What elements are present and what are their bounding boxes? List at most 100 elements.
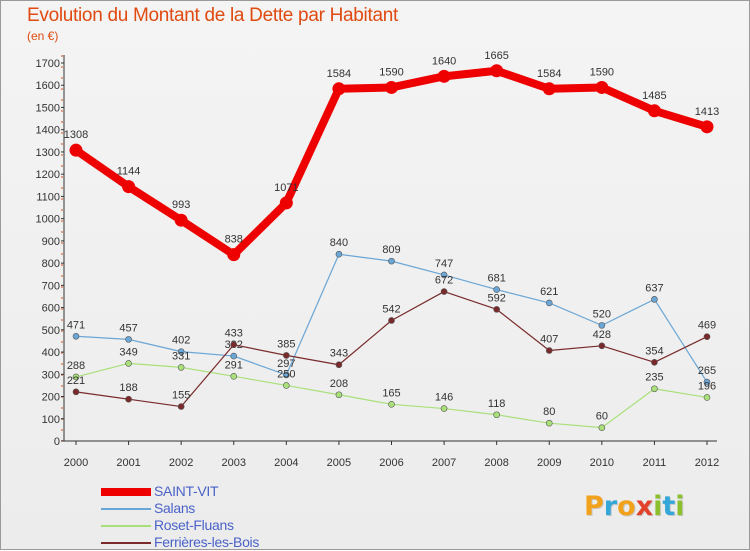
data-label-roset-fluans: 349: [119, 346, 137, 358]
y-unit-label: (en €): [27, 29, 59, 43]
logo-letter: o: [617, 491, 636, 522]
x-tick-label: 2001: [116, 457, 140, 469]
data-label-ferri-res-les-bois: 188: [119, 382, 137, 394]
data-label-roset-fluans: 291: [225, 359, 243, 371]
data-point-roset-fluans: [703, 394, 711, 401]
y-tick-label: 1600: [36, 80, 60, 92]
data-point-saint-vit: [595, 80, 609, 94]
logo-letter: x: [635, 491, 654, 522]
data-label-saint-vit: 993: [172, 199, 190, 211]
x-tick-label: 2009: [537, 457, 561, 469]
data-label-ferri-res-les-bois: 221: [67, 375, 85, 387]
series-line-saint-vit: [73, 66, 709, 259]
data-label-saint-vit: 1308: [64, 129, 88, 141]
data-label-saint-vit: 1413: [695, 106, 719, 118]
data-point-saint-vit: [437, 69, 451, 83]
data-point-saint-vit: [332, 82, 346, 96]
y-tick-label: 800: [42, 258, 60, 270]
data-label-ferri-res-les-bois: 542: [382, 303, 400, 315]
data-point-ferri-res-les-bois: [598, 342, 606, 350]
data-point-saint-vit: [700, 120, 714, 134]
x-tick-label: 2004: [274, 457, 298, 469]
data-point-saint-vit: [647, 104, 661, 118]
data-label-saint-vit: 1485: [642, 90, 666, 102]
data-label-saint-vit: 1584: [537, 68, 561, 80]
data-label-roset-fluans: 165: [382, 387, 400, 399]
logo-letter: i: [653, 491, 663, 522]
data-label-ferri-res-les-bois: 433: [225, 328, 243, 340]
data-point-ferri-res-les-bois: [72, 388, 80, 396]
x-tick-label: 2000: [64, 457, 88, 469]
data-label-roset-fluans: 118: [488, 398, 506, 410]
data-label-roset-fluans: 250: [277, 368, 295, 380]
y-tick-label: 700: [42, 280, 60, 292]
y-tick-label: 1000: [36, 214, 60, 226]
data-point-saint-vit: [490, 64, 504, 78]
data-label-ferri-res-les-bois: 343: [330, 348, 348, 360]
data-point-roset-fluans: [230, 372, 238, 380]
proxiti-logo: Proxiti: [584, 491, 685, 522]
data-label-salans: 809: [382, 244, 400, 256]
data-point-roset-fluans: [388, 401, 395, 408]
data-point-roset-fluans: [283, 382, 290, 389]
x-tick-label: 2002: [169, 457, 193, 469]
legend-label: Salans: [154, 500, 196, 516]
data-point-saint-vit: [69, 143, 83, 157]
data-point-saint-vit: [279, 196, 293, 210]
data-point-ferri-res-les-bois: [493, 306, 500, 313]
legend-swatch: [101, 508, 151, 510]
x-tick-label: 2012: [695, 457, 719, 469]
data-point-roset-fluans: [440, 405, 448, 412]
y-tick-label: 100: [42, 414, 60, 426]
data-point-salans: [72, 332, 80, 340]
logo-letter: i: [675, 491, 685, 522]
data-point-salans: [703, 378, 711, 386]
data-label-roset-fluans: 331: [172, 350, 190, 362]
logo-letter: r: [603, 491, 618, 522]
data-label-saint-vit: 838: [225, 234, 243, 246]
data-label-roset-fluans: 235: [645, 372, 663, 384]
y-tick-label: 600: [42, 303, 60, 315]
data-point-salans: [230, 352, 238, 360]
data-point-roset-fluans: [177, 364, 185, 371]
data-label-salans: 681: [487, 273, 505, 285]
data-point-ferri-res-les-bois: [177, 403, 185, 410]
y-tick-label: 1300: [36, 147, 60, 159]
y-tick-label: 300: [42, 369, 60, 381]
data-point-ferri-res-les-bois: [125, 395, 132, 403]
y-tick-label: 1200: [36, 169, 60, 181]
data-point-salans: [651, 296, 658, 303]
y-tick-label: 900: [42, 236, 60, 248]
data-label-roset-fluans: 80: [543, 406, 555, 418]
data-label-salans: 637: [645, 282, 663, 294]
data-label-ferri-res-les-bois: 469: [698, 320, 716, 332]
data-point-ferri-res-les-bois: [335, 361, 343, 369]
legend-swatch: [101, 488, 151, 496]
data-point-ferri-res-les-bois: [283, 352, 290, 359]
data-label-roset-fluans: 208: [330, 378, 348, 390]
legend-label: Ferrières-les-Bois: [154, 534, 260, 550]
data-label-roset-fluans: 196: [698, 380, 716, 392]
data-point-salans: [283, 371, 290, 379]
x-tick-label: 2008: [484, 457, 508, 469]
line-chart: 0 100 200 300 400 500 600 700 800 900 1000 1100 1200…: [36, 50, 720, 469]
data-label-salans: 402: [172, 335, 190, 347]
data-point-salans: [125, 336, 132, 343]
data-label-saint-vit: 1590: [379, 66, 403, 78]
y-tick-label: 200: [42, 392, 60, 404]
data-point-salans: [493, 286, 500, 293]
y-tick-label: 500: [42, 325, 60, 337]
y-tick-label: 1700: [36, 58, 60, 70]
data-point-salans: [440, 271, 448, 279]
data-label-ferri-res-les-bois: 155: [172, 390, 190, 402]
data-point-saint-vit: [227, 248, 241, 262]
data-label-salans: 297: [277, 358, 295, 370]
data-point-ferri-res-les-bois: [545, 347, 553, 354]
data-point-roset-fluans: [545, 419, 553, 427]
data-label-saint-vit: 1590: [590, 66, 614, 78]
legend-label: Roset-Fluans: [154, 517, 234, 533]
data-label-ferri-res-les-bois: 592: [487, 292, 505, 304]
data-point-salans: [598, 322, 606, 329]
data-point-salans: [545, 299, 553, 307]
data-point-ferri-res-les-bois: [388, 317, 395, 324]
